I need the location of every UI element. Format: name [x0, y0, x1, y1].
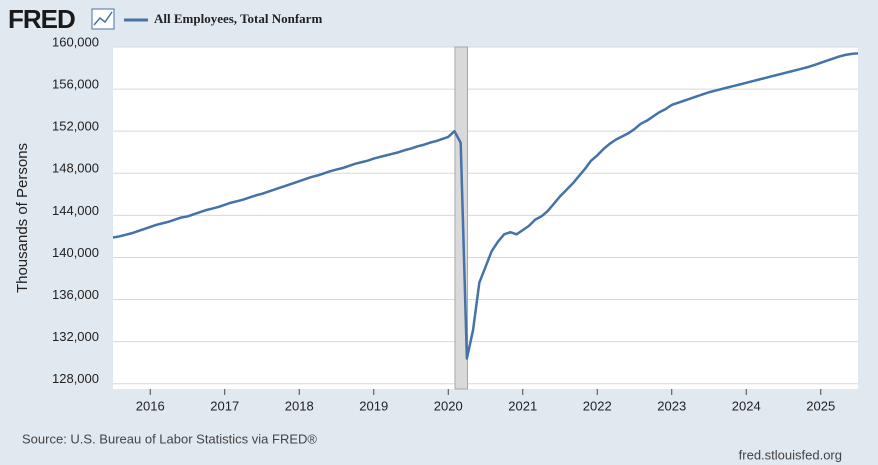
brand-logo: FRED — [8, 4, 75, 34]
x-tick-label: 2023 — [657, 398, 686, 413]
y-tick-label: 140,000 — [52, 245, 99, 260]
x-tick-label: 2017 — [210, 398, 239, 413]
x-tick-label: 2016 — [136, 398, 165, 413]
x-tick-label: 2025 — [806, 398, 835, 413]
y-tick-label: 128,000 — [52, 371, 99, 386]
y-tick-label: 132,000 — [52, 329, 99, 344]
x-tick-label: 2022 — [583, 398, 612, 413]
logo-icon — [91, 8, 115, 30]
x-tick-label: 2019 — [359, 398, 388, 413]
site-url: fred.stlouisfed.org — [739, 447, 842, 462]
x-tick-label: 2021 — [508, 398, 537, 413]
x-tick-label: 2018 — [285, 398, 314, 413]
source-note: Source: U.S. Bureau of Labor Statistics … — [22, 431, 317, 446]
y-tick-label: 160,000 — [52, 34, 99, 49]
plot-area — [113, 47, 858, 389]
y-tick-label: 144,000 — [52, 203, 99, 218]
y-axis-label: Thousands of Persons — [14, 143, 31, 293]
y-tick-label: 148,000 — [52, 161, 99, 176]
y-tick-label: 152,000 — [52, 119, 99, 134]
legend-label: All Employees, Total Nonfarm — [154, 11, 322, 26]
y-tick-label: 156,000 — [52, 77, 99, 92]
x-tick-label: 2020 — [434, 398, 463, 413]
data-line — [112, 52, 859, 360]
x-tick-label: 2024 — [732, 398, 761, 413]
y-tick-label: 136,000 — [52, 287, 99, 302]
